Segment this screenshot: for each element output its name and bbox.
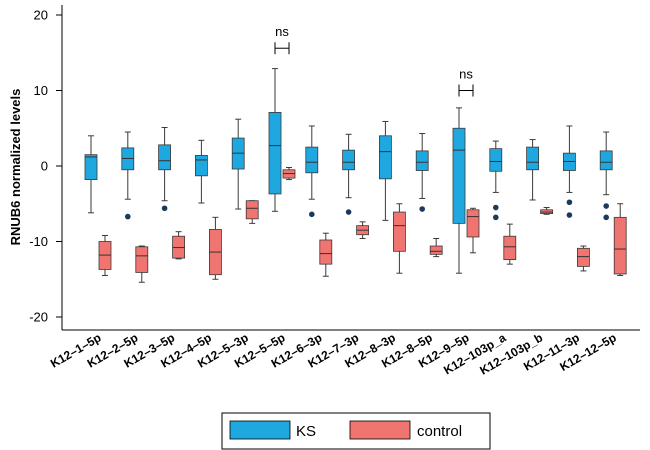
y-ticks: -20 -10 0 10 20 [29,8,62,325]
box-iqr [245,200,259,220]
box-ks-3 [158,126,172,212]
boxes [84,68,627,283]
box-iqr [305,146,319,174]
significance-label: ns [459,67,473,82]
box-ks-2 [121,131,135,220]
box-iqr [526,146,539,171]
box-control-6 [282,167,296,181]
box-iqr [268,111,282,195]
significance-annotation: ns [458,67,474,97]
significance-label: ns [275,24,289,39]
legend-label-ks: KS [296,423,316,440]
outlier-point [419,206,426,212]
outlier-point [603,203,609,209]
box-iqr [503,235,517,261]
box-ks-7 [305,125,319,218]
y-tick-label: -10 [29,234,48,249]
box-ks-9 [378,120,392,221]
box-iqr [415,150,429,171]
box-iqr [452,127,466,224]
box-iqr [577,247,590,267]
box-iqr [158,144,172,171]
box-iqr [84,154,98,180]
box-iqr [135,246,149,273]
box-iqr [342,149,356,171]
box-iqr [466,209,480,238]
legend-label-control: control [417,423,462,440]
box-control-2 [135,245,149,283]
y-axis-title: RNUB6 normalized levels [8,89,23,246]
box-ks-5 [231,118,245,210]
outlier-point [345,209,352,215]
box-ks-6 [268,68,282,212]
box-control-5 [245,200,259,224]
box-iqr [429,245,443,255]
box-iqr [599,150,613,171]
annotations: ns ns [274,24,474,97]
box-ks-15 [599,131,613,221]
box-ks-1 [84,135,98,214]
outlier-point [161,205,168,212]
y-tick-label: 20 [34,8,48,23]
y-tick-label: -20 [29,310,48,325]
box-control-15 [613,203,627,276]
box-control-7 [319,232,333,277]
box-iqr [194,155,208,177]
outlier-point [603,214,609,221]
legend-swatch-ks [229,420,291,440]
box-ks-4 [194,139,208,204]
box-ks-11 [452,107,466,274]
box-iqr [319,239,333,265]
box-iqr [378,135,392,180]
box-iqr [392,211,406,252]
outlier-point [566,199,573,206]
significance-annotation: ns [274,24,290,55]
box-control-4 [208,216,222,280]
box-ks-10 [415,133,429,212]
box-ks-8 [342,133,356,215]
box-control-11 [466,207,480,254]
box-ks-13 [526,139,539,201]
outlier-point [493,214,499,221]
box-ks-14 [563,125,576,218]
y-tick-label: 0 [41,159,48,174]
box-iqr [489,148,503,172]
box-control-10 [429,237,443,258]
outlier-point [125,213,131,220]
box-ks-12 [489,140,503,221]
x-tick-labels: K12–1–5pK12–2–5pK12–3–5pK12–4–5pK12–5–3p… [48,330,619,377]
y-tick-label: 10 [34,83,48,98]
axes: RNUB6 normalized levels [8,5,640,331]
box-control-1 [98,234,112,276]
outlier-point [566,212,573,218]
box-control-9 [392,203,406,274]
box-control-12 [503,223,517,265]
legend-swatch-control [349,420,411,440]
box-iqr [613,216,627,275]
box-control-8 [356,221,370,239]
box-control-14 [577,245,590,272]
legend: KS control [221,412,491,450]
outlier-point [309,211,315,218]
box-control-13 [540,207,553,215]
outlier-point [493,204,499,211]
box-control-3 [172,231,186,260]
